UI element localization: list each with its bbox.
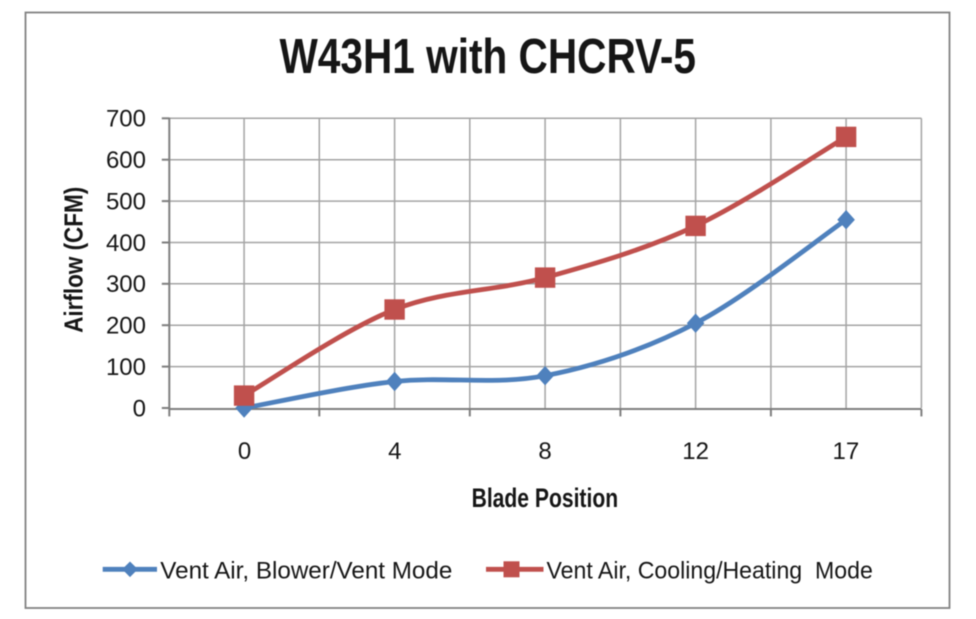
svg-text:Airflow (CFM): Airflow (CFM) <box>59 187 89 333</box>
svg-text:700: 700 <box>106 106 146 133</box>
svg-text:4: 4 <box>388 438 401 465</box>
svg-text:W43H1 with CHCRV-5: W43H1 with CHCRV-5 <box>280 30 697 84</box>
svg-text:600: 600 <box>106 147 146 174</box>
svg-text:8: 8 <box>538 438 551 465</box>
svg-text:300: 300 <box>106 271 146 298</box>
svg-text:Vent Air, Cooling/Heating Mod: Vent Air, Cooling/Heating Mode <box>547 558 873 585</box>
svg-text:12: 12 <box>682 438 709 465</box>
svg-text:0: 0 <box>238 438 251 465</box>
svg-text:200: 200 <box>106 313 146 340</box>
svg-text:Blade Position: Blade Position <box>472 483 618 513</box>
svg-text:0: 0 <box>133 395 146 422</box>
svg-text:Vent Air, Blower/Vent Mode: Vent Air, Blower/Vent Mode <box>160 558 452 585</box>
svg-text:100: 100 <box>106 354 146 381</box>
svg-text:500: 500 <box>106 188 146 215</box>
svg-text:400: 400 <box>106 230 146 257</box>
svg-text:17: 17 <box>833 438 860 465</box>
